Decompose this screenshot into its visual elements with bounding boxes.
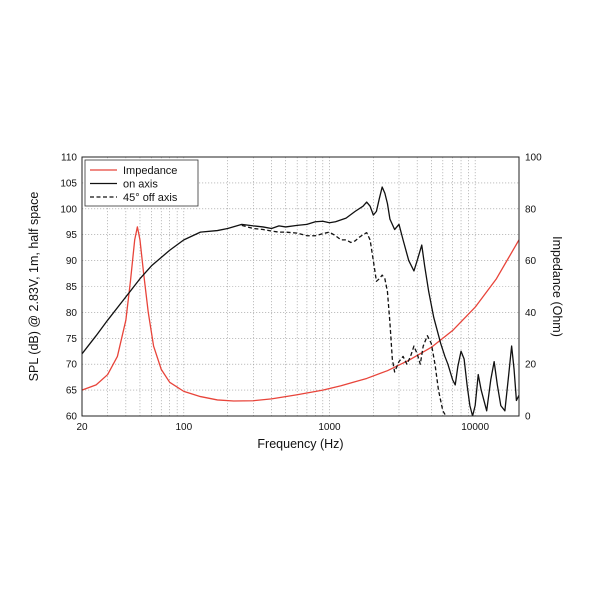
x-tick-label: 10000: [461, 422, 489, 433]
y-tick-label: 110: [61, 153, 77, 164]
x-tick-label: 20: [76, 422, 88, 433]
x-tick-label: 100: [175, 422, 192, 433]
y-tick-label: 100: [60, 204, 77, 215]
y2-tick-label: 20: [525, 360, 537, 371]
plot-frame: [81, 156, 520, 417]
legend-label: Impedance: [123, 165, 177, 177]
series-line-45-off-axis: [241, 224, 447, 416]
grid: [81, 156, 520, 417]
y-tick-label: 80: [66, 308, 78, 319]
y-axis-title: SPL (dB) @ 2.83V, 1m, half space: [27, 192, 41, 382]
series-layer: [82, 186, 519, 416]
y2-tick-label: 60: [525, 256, 537, 267]
y-tick-label: 60: [66, 412, 78, 423]
series-line-on-axis: [82, 186, 519, 416]
y-tick-label: 95: [66, 230, 78, 241]
legend-label: on axis: [123, 179, 158, 191]
tick-labels: 20 100 1000 10000 60 65 70 75 80 85 90 95 100 105 110 0…: [60, 153, 542, 434]
y2-axis-title: Impedance (Ohm): [550, 236, 564, 337]
y-tick-label: 70: [66, 360, 78, 371]
x-tick-label: 1000: [318, 422, 341, 433]
y-tick-label: 85: [66, 282, 78, 293]
x-axis-title: Frequency (Hz): [257, 437, 343, 451]
legend-label: 45° off axis: [123, 192, 178, 204]
y-tick-label: 90: [66, 256, 78, 267]
y2-tick-label: 0: [525, 412, 531, 423]
y2-tick-label: 100: [525, 153, 542, 164]
y2-tick-label: 80: [525, 204, 537, 215]
y-tick-label: 105: [60, 178, 77, 189]
y-tick-label: 65: [66, 386, 78, 397]
y2-tick-label: 40: [525, 308, 537, 319]
y-tick-label: 75: [66, 334, 78, 345]
